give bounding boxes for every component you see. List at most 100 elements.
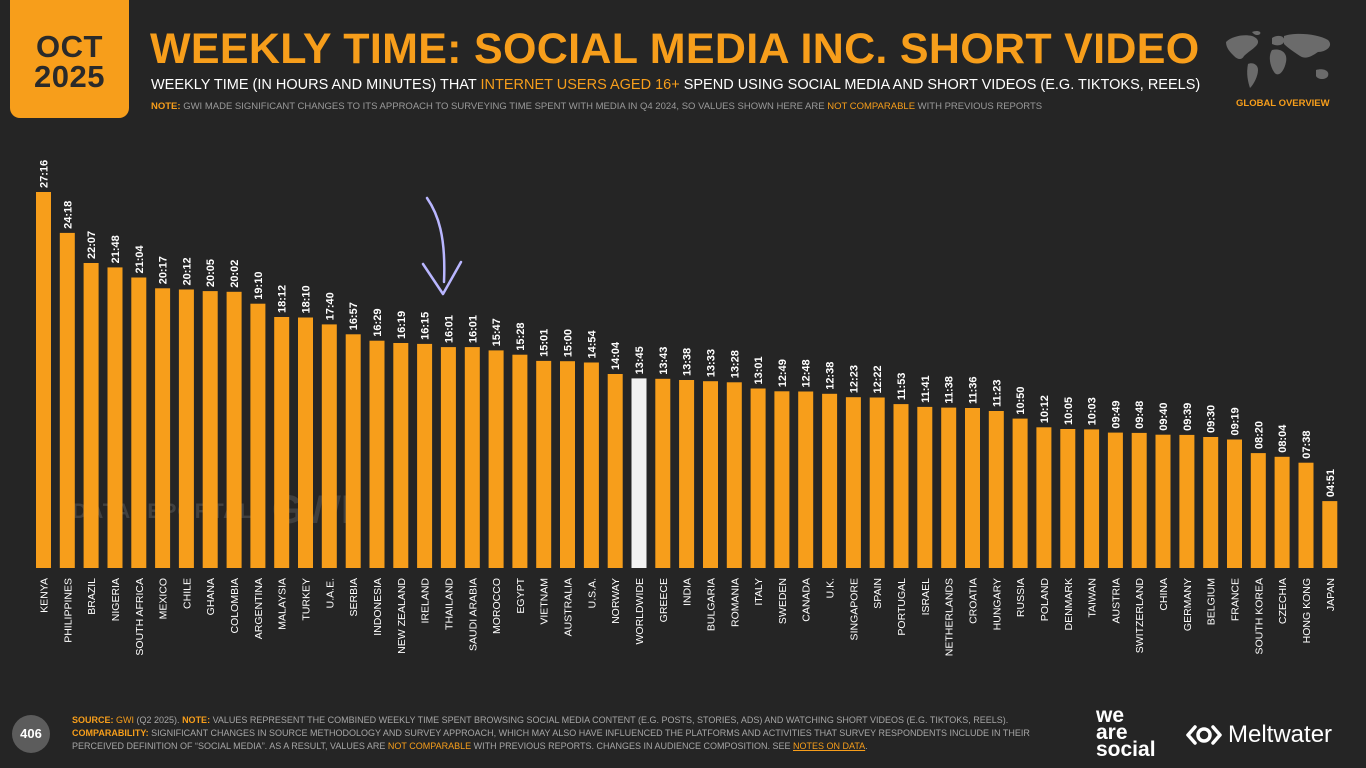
value-label: 27:16	[39, 160, 51, 188]
comparability-pre: SIGNIFICANT CHANGES IN SOURCE METHODOLOG…	[72, 728, 1030, 751]
category-label: U.A.E.	[324, 578, 336, 608]
note-highlight: NOT COMPARABLE	[827, 101, 916, 112]
category-label: MALAYSIA	[277, 578, 289, 630]
bar-egypt	[512, 354, 528, 568]
bar-belgium	[1203, 437, 1219, 568]
value-label: 20:02	[229, 260, 241, 288]
bar-netherlands	[941, 407, 957, 568]
category-label: BULGARIA	[706, 578, 718, 631]
badge-month: OCT	[36, 29, 103, 64]
category-label: SERBIA	[348, 578, 360, 617]
header-note: NOTE: GWI MADE SIGNIFICANT CHANGES TO IT…	[151, 101, 1042, 112]
category-label: COLOMBIA	[229, 578, 241, 633]
category-label: HONG KONG	[1301, 578, 1313, 643]
bar-u-s-a	[583, 362, 599, 568]
value-label: 10:12	[1039, 395, 1051, 423]
category-label: ISRAEL	[920, 578, 932, 616]
footer-note-text: VALUES REPRESENT THE COMBINED WEEKLY TIM…	[210, 715, 1009, 725]
category-label: BRAZIL	[86, 578, 98, 615]
bar-india	[679, 380, 695, 568]
category-label: INDONESIA	[372, 578, 384, 636]
bar-croatia	[965, 408, 980, 568]
meltwater-mark-icon	[1186, 725, 1222, 745]
bar-saudi-arabia	[464, 347, 480, 568]
value-label: 11:38	[944, 376, 956, 404]
value-label: 10:50	[1015, 386, 1027, 414]
bar-serbia	[345, 334, 361, 568]
value-label: 11:53	[896, 373, 908, 401]
source-link[interactable]: GWI	[116, 715, 135, 725]
source-text: (Q2 2025).	[134, 715, 183, 725]
bar-czechia	[1274, 456, 1290, 568]
value-label: 16:01	[443, 315, 455, 343]
bar-colombia	[226, 291, 242, 568]
value-label: 12:23	[848, 365, 860, 393]
value-label: 08:20	[1253, 421, 1265, 449]
value-label: 19:10	[253, 272, 265, 300]
bar-u-a-e	[321, 324, 337, 568]
category-label: POLAND	[1039, 578, 1051, 622]
value-label: 16:57	[348, 302, 360, 330]
footer-note-label: NOTE:	[182, 715, 211, 725]
value-label: 09:49	[1110, 400, 1122, 428]
category-label: GREECE	[658, 578, 670, 622]
category-label: U.S.A.	[586, 578, 598, 608]
category-label: SOUTH AFRICA	[134, 578, 146, 656]
bar-denmark	[1060, 429, 1076, 568]
bar-france	[1227, 439, 1242, 568]
value-label: 24:18	[62, 201, 74, 229]
bar-australia	[560, 361, 575, 568]
bar-austria	[1107, 432, 1123, 568]
bar-thailand	[440, 347, 456, 568]
notes-on-data-link[interactable]: NOTES ON DATA	[793, 741, 866, 751]
category-label: DENMARK	[1063, 578, 1075, 631]
comparability-label: COMPARABILITY:	[72, 728, 149, 738]
category-label: CROATIA	[968, 578, 980, 624]
value-label: 16:15	[420, 312, 432, 340]
value-label: 13:28	[729, 350, 741, 378]
value-label: 16:29	[372, 309, 384, 337]
note-pre: GWI MADE SIGNIFICANT CHANGES TO ITS APPR…	[180, 101, 828, 112]
bar-canada	[798, 391, 814, 568]
source-label: SOURCE:	[72, 715, 114, 725]
category-label: TAIWAN	[1087, 578, 1099, 618]
category-label: NEW ZEALAND	[396, 578, 408, 654]
bar-brazil	[83, 263, 99, 568]
arrow-annotation	[421, 196, 463, 296]
value-label: 10:03	[1087, 397, 1099, 425]
value-label: 09:19	[1230, 407, 1242, 435]
category-label: CZECHIA	[1277, 578, 1289, 624]
value-label: 13:43	[658, 347, 670, 375]
value-label: 09:30	[1206, 405, 1218, 433]
value-label: 12:48	[801, 359, 813, 387]
bar-singapore	[845, 397, 861, 568]
value-label: 15:01	[539, 329, 551, 357]
footer-end: .	[865, 741, 868, 751]
category-label: CHINA	[1158, 578, 1170, 611]
category-label: THAILAND	[443, 578, 455, 630]
value-label: 18:10	[301, 285, 313, 313]
meltwater-logo: Meltwater	[1184, 721, 1332, 749]
value-label: 09:39	[1182, 403, 1194, 431]
date-badge: OCT 2025	[10, 0, 129, 118]
value-label: 13:38	[682, 348, 694, 376]
bar-kenya	[36, 192, 51, 568]
bar-philippines	[59, 232, 75, 568]
subtitle: WEEKLY TIME (IN HOURS AND MINUTES) THAT …	[151, 77, 1200, 93]
category-label: AUSTRIA	[1110, 578, 1122, 624]
value-label: 20:05	[205, 259, 217, 287]
category-label: ROMANIA	[729, 578, 741, 627]
value-label: 21:48	[110, 235, 122, 263]
category-label: ITALY	[753, 578, 765, 606]
page-number: 406	[12, 715, 50, 753]
subtitle-highlight: INTERNET USERS AGED 16+	[480, 77, 680, 93]
category-label: NIGERIA	[110, 578, 122, 621]
value-label: 15:28	[515, 323, 527, 351]
value-label: 10:05	[1063, 397, 1075, 425]
value-label: 08:04	[1277, 424, 1289, 453]
bar-norway	[607, 374, 623, 568]
bar-u-k	[822, 393, 838, 568]
category-label: GHANA	[205, 578, 217, 615]
bar-malaysia	[274, 317, 290, 568]
value-label: 11:23	[991, 379, 1003, 407]
